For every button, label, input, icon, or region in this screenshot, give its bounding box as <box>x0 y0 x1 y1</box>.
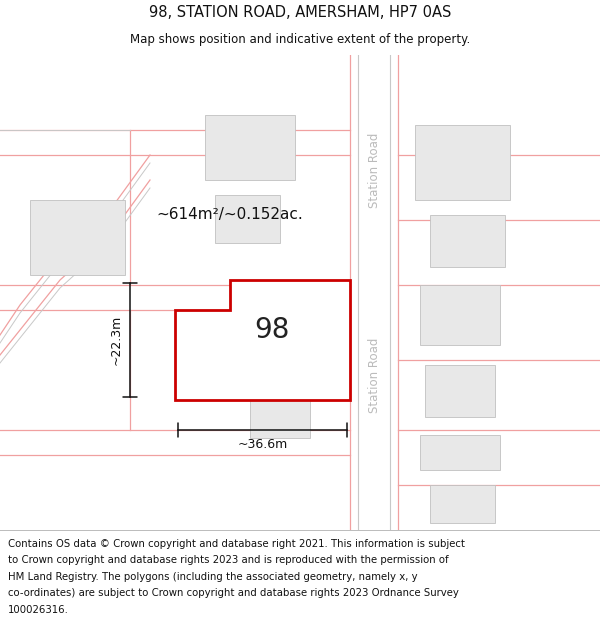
Polygon shape <box>175 280 350 400</box>
Text: co-ordinates) are subject to Crown copyright and database rights 2023 Ordnance S: co-ordinates) are subject to Crown copyr… <box>8 588 458 598</box>
Bar <box>430 485 495 523</box>
Bar <box>215 195 280 243</box>
Bar <box>420 435 500 470</box>
Bar <box>430 215 505 267</box>
Text: 100026316.: 100026316. <box>8 605 68 615</box>
Bar <box>415 125 510 200</box>
Bar <box>205 115 295 180</box>
Text: Map shows position and indicative extent of the property.: Map shows position and indicative extent… <box>130 33 470 46</box>
Bar <box>30 200 125 275</box>
Text: Station Road: Station Road <box>367 132 380 208</box>
Text: ~614m²/~0.152ac.: ~614m²/~0.152ac. <box>157 208 304 222</box>
Bar <box>425 365 495 417</box>
Bar <box>270 295 335 350</box>
Text: 98: 98 <box>254 316 289 344</box>
Text: HM Land Registry. The polygons (including the associated geometry, namely x, y: HM Land Registry. The polygons (includin… <box>8 572 418 582</box>
Bar <box>250 400 310 438</box>
Text: ~22.3m: ~22.3m <box>110 315 122 365</box>
Bar <box>420 285 500 345</box>
Text: to Crown copyright and database rights 2023 and is reproduced with the permissio: to Crown copyright and database rights 2… <box>8 555 448 565</box>
Text: Contains OS data © Crown copyright and database right 2021. This information is : Contains OS data © Crown copyright and d… <box>8 539 465 549</box>
Text: 98, STATION ROAD, AMERSHAM, HP7 0AS: 98, STATION ROAD, AMERSHAM, HP7 0AS <box>149 4 451 19</box>
Text: Station Road: Station Road <box>367 338 380 412</box>
Text: ~36.6m: ~36.6m <box>238 438 287 451</box>
